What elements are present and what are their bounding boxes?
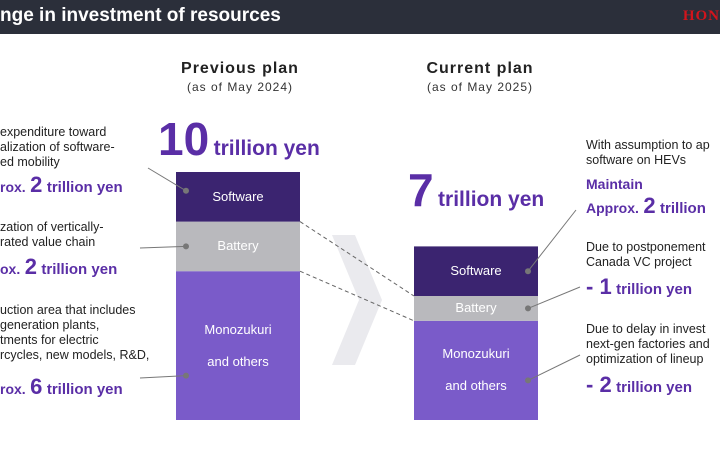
current-total-unit: trillion yen <box>438 188 545 211</box>
right-maintain: Maintain <box>586 176 643 192</box>
right-amount-3: - 2 trillion yen <box>586 372 692 397</box>
current-total: 7 trillion yen <box>408 163 544 217</box>
segment-label-previous-battery: Battery <box>217 238 259 254</box>
current-plan-subtitle: (as of May 2025) <box>426 80 534 94</box>
leader-cur-software-dot <box>525 268 531 275</box>
right-note-1: With assumption to ap software on HEVs <box>586 138 710 167</box>
connectors-group <box>299 221 415 322</box>
left-amount-3: rox. 6 trillion yen <box>0 374 123 399</box>
leader-cur-monozukuri-dot <box>525 377 531 384</box>
previous-plan-title: Previous plan <box>181 60 299 77</box>
left-amount-2: ox. 2 trillion yen <box>0 254 118 279</box>
previous-total-unit: trillion yen <box>213 137 320 160</box>
bar-previous-software <box>176 172 300 222</box>
leader-cur-battery-dot <box>525 305 531 312</box>
segment-label-current-battery: Battery <box>455 300 497 316</box>
segment-label-current-software: Software <box>450 263 502 279</box>
current-total-value: 7 <box>408 164 434 216</box>
bar-previous-monozukuri <box>176 271 300 420</box>
bars-group <box>176 172 538 420</box>
dashed-connector <box>299 221 415 297</box>
leader-cur-software <box>527 209 577 272</box>
previous-total: 10 trillion yen <box>158 112 320 166</box>
segment-label-previous-software: Software <box>212 188 264 204</box>
right-amount-2: - 1 trillion yen <box>586 274 692 299</box>
segment-label-current-monozukuri: Monozukuri and others <box>442 346 510 394</box>
leader-prev-monozukuri <box>139 375 187 379</box>
left-amount-1: rox. 2 trillion yen <box>0 172 123 197</box>
left-note-2: zation of vertically- rated value chain <box>0 220 104 249</box>
left-note-3: uction area that includes generation pla… <box>0 303 150 362</box>
leader-prev-battery <box>139 245 187 249</box>
previous-total-value: 10 <box>158 113 210 165</box>
leader-prev-software-dot <box>183 187 189 194</box>
page-title: nge in investment of resources <box>0 5 281 26</box>
current-plan-title: Current plan <box>426 60 534 77</box>
brand-logo: HON <box>682 8 720 24</box>
header-bar: nge in investment of resources HON <box>0 0 720 34</box>
bar-current-software <box>414 246 538 296</box>
leader-prev-software <box>147 167 187 192</box>
transition-arrow-shape <box>332 235 382 365</box>
left-note-1: expenditure toward alization of software… <box>0 125 115 169</box>
bar-current-battery <box>414 296 538 321</box>
previous-plan-subtitle: (as of May 2024) <box>186 80 294 94</box>
leader-prev-monozukuri-dot <box>183 372 189 379</box>
leader-prev-battery-dot <box>183 243 189 250</box>
right-note-2: Due to postponement Canada VC project <box>586 240 706 269</box>
bar-previous-battery <box>176 221 300 272</box>
leader-cur-monozukuri <box>527 354 581 381</box>
leader-cur-battery <box>527 286 581 309</box>
leader-lines-group <box>139 167 581 384</box>
bar-current-monozukuri <box>414 320 538 420</box>
right-note-3: Due to delay in invest next-gen factorie… <box>586 322 710 366</box>
right-amount-1: Approx. 2 trillion <box>586 193 706 218</box>
segment-label-previous-monozukuri: Monozukuri and others <box>204 321 272 369</box>
